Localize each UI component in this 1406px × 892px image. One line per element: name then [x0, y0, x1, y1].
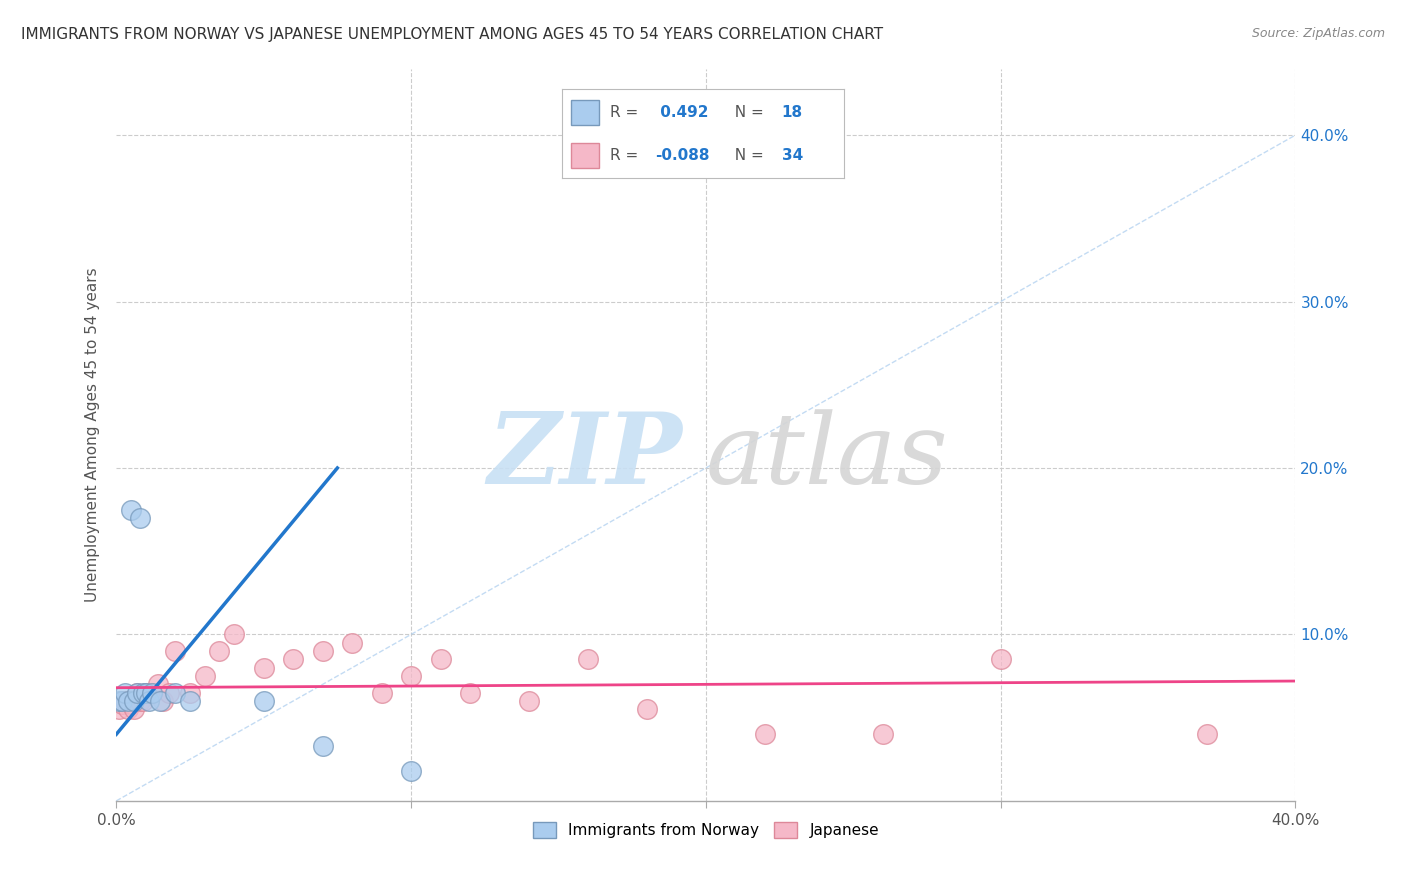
Point	[458, 686, 481, 700]
Point	[253, 694, 276, 708]
Point	[117, 694, 139, 708]
Point	[146, 677, 169, 691]
Text: Source: ZipAtlas.com: Source: ZipAtlas.com	[1251, 27, 1385, 40]
Text: N =: N =	[725, 105, 769, 120]
Point	[990, 652, 1012, 666]
Point	[370, 686, 392, 700]
Point	[179, 694, 201, 708]
Point	[135, 686, 157, 700]
Point	[149, 694, 172, 708]
Point	[165, 686, 187, 700]
Point	[429, 652, 451, 666]
Point	[138, 694, 160, 708]
Text: IMMIGRANTS FROM NORWAY VS JAPANESE UNEMPLOYMENT AMONG AGES 45 TO 54 YEARS CORREL: IMMIGRANTS FROM NORWAY VS JAPANESE UNEMP…	[21, 27, 883, 42]
Point	[122, 694, 145, 708]
Point	[135, 686, 157, 700]
Point	[576, 652, 599, 666]
Point	[253, 661, 276, 675]
Point	[281, 652, 304, 666]
Point	[754, 727, 776, 741]
Point	[340, 636, 363, 650]
Point	[141, 686, 163, 700]
Text: -0.088: -0.088	[655, 148, 710, 162]
Text: atlas: atlas	[706, 409, 949, 504]
Text: 18: 18	[782, 105, 803, 120]
Point	[108, 702, 131, 716]
Point	[152, 694, 174, 708]
Point	[122, 702, 145, 716]
Text: R =: R =	[610, 105, 644, 120]
Point	[132, 686, 155, 700]
Point	[111, 694, 134, 708]
Point	[399, 764, 422, 778]
FancyBboxPatch shape	[571, 143, 599, 168]
Point	[128, 511, 150, 525]
Point	[311, 739, 333, 753]
Point	[208, 644, 231, 658]
Point	[114, 686, 136, 700]
Point	[224, 627, 246, 641]
Point	[125, 686, 148, 700]
Legend: Immigrants from Norway, Japanese: Immigrants from Norway, Japanese	[527, 816, 884, 845]
Point	[636, 702, 658, 716]
Point	[157, 686, 180, 700]
Text: 34: 34	[782, 148, 803, 162]
Point	[399, 669, 422, 683]
Y-axis label: Unemployment Among Ages 45 to 54 years: Unemployment Among Ages 45 to 54 years	[86, 268, 100, 602]
Point	[141, 686, 163, 700]
Point	[125, 686, 148, 700]
Point	[872, 727, 894, 741]
Text: R =: R =	[610, 148, 644, 162]
FancyBboxPatch shape	[571, 100, 599, 125]
Point	[179, 686, 201, 700]
Point	[108, 694, 131, 708]
Point	[311, 644, 333, 658]
Point	[128, 694, 150, 708]
Point	[120, 698, 142, 712]
Point	[111, 698, 134, 712]
Point	[194, 669, 217, 683]
Point	[517, 694, 540, 708]
Text: ZIP: ZIP	[488, 409, 682, 505]
Point	[120, 502, 142, 516]
Point	[165, 644, 187, 658]
Point	[114, 694, 136, 708]
Point	[1195, 727, 1218, 741]
Text: N =: N =	[725, 148, 769, 162]
Point	[117, 702, 139, 716]
Text: 0.492: 0.492	[655, 105, 709, 120]
Point	[132, 694, 155, 708]
